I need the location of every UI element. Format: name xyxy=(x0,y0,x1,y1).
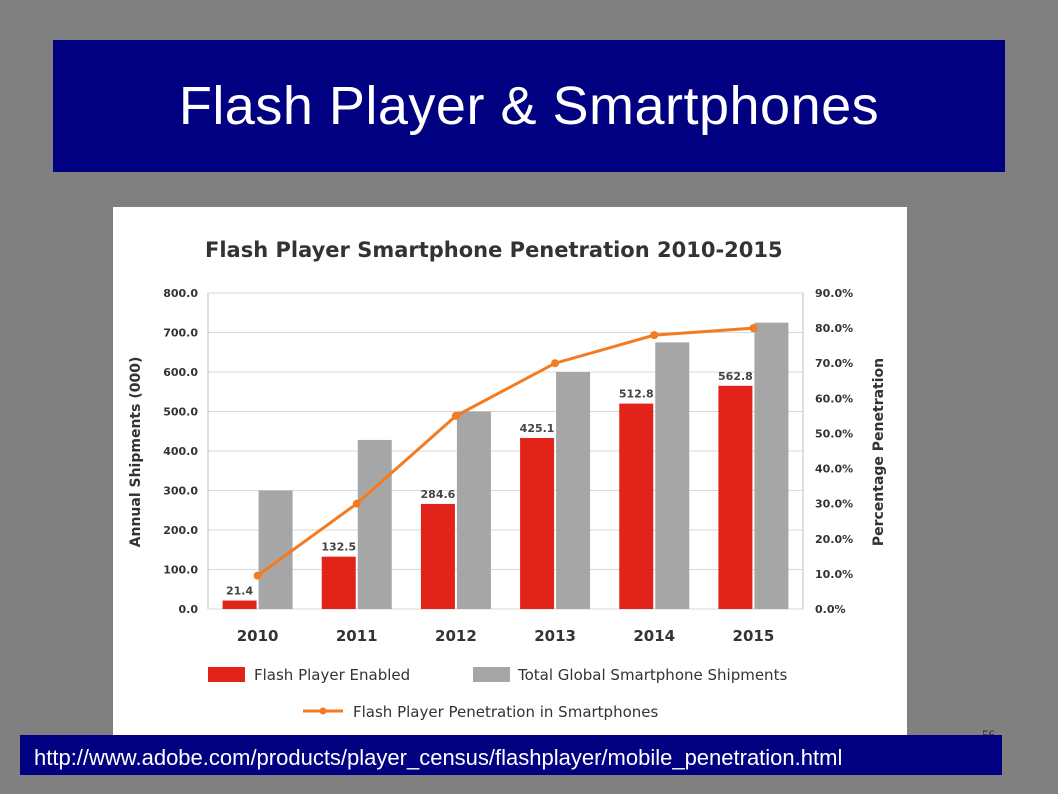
y2-tick-label: 30.0% xyxy=(815,498,853,511)
bar-flash-enabled xyxy=(321,556,356,609)
chart-svg: Flash Player Smartphone Penetration 2010… xyxy=(128,238,887,721)
bar-data-label: 284.6 xyxy=(421,488,456,501)
bars xyxy=(222,322,789,609)
bar-total-shipments xyxy=(655,342,690,609)
bar-data-label: 425.1 xyxy=(520,422,555,435)
penetration-marker xyxy=(253,571,262,580)
x-tick-label: 2010 xyxy=(237,627,279,645)
y2-tick-label: 0.0% xyxy=(815,603,846,616)
legend-label-penetration: Flash Player Penetration in Smartphones xyxy=(353,703,658,721)
legend: Flash Player Enabled Total Global Smartp… xyxy=(208,666,787,721)
y2-axis-label: Percentage Penetration xyxy=(871,358,887,546)
title-banner: Flash Player & Smartphones xyxy=(53,40,1005,172)
x-tick-label: 2013 xyxy=(534,627,576,645)
y2-tick-label: 20.0% xyxy=(815,533,853,546)
url-box xyxy=(20,735,1002,775)
source-url[interactable]: http://www.adobe.com/products/player_cen… xyxy=(34,745,843,770)
y-tick-label: 300.0 xyxy=(163,485,198,498)
penetration-marker xyxy=(650,331,659,340)
legend-swatch-flash-enabled xyxy=(208,667,245,682)
legend-marker-penetration xyxy=(319,707,327,715)
bar-data-label: 512.8 xyxy=(619,388,654,401)
y-tick-label: 700.0 xyxy=(163,327,198,340)
bar-total-shipments xyxy=(556,372,591,609)
penetration-marker xyxy=(352,499,361,508)
bar-total-shipments xyxy=(258,490,293,609)
bar-data-labels: 21.4 132.5 284.6 425.1 512.8 562.8 xyxy=(226,370,753,598)
penetration-line-group xyxy=(253,324,758,580)
y-tick-label: 0.0 xyxy=(179,603,199,616)
x-tick-label: 2011 xyxy=(336,627,378,645)
penetration-marker xyxy=(749,324,758,333)
y-tick-label: 500.0 xyxy=(163,406,198,419)
bar-flash-enabled xyxy=(520,437,555,609)
x-axis-ticks: 2010 2011 2012 2013 2014 2015 xyxy=(237,627,775,645)
chart-panel: Flash Player Smartphone Penetration 2010… xyxy=(113,207,907,740)
y-tick-label: 600.0 xyxy=(163,366,198,379)
penetration-marker xyxy=(451,411,460,420)
y2-tick-label: 40.0% xyxy=(815,463,853,476)
chart-title: Flash Player Smartphone Penetration 2010… xyxy=(205,238,783,262)
y-tick-label: 800.0 xyxy=(163,287,198,300)
y-tick-label: 400.0 xyxy=(163,445,198,458)
y2-tick-label: 70.0% xyxy=(815,357,853,370)
grid-lines xyxy=(207,292,804,610)
y2-tick-label: 90.0% xyxy=(815,287,853,300)
y2-tick-label: 10.0% xyxy=(815,568,853,581)
y-axis-ticks: 800.0 700.0 600.0 500.0 400.0 300.0 200.0 100.0… xyxy=(163,287,198,616)
y2-tick-label: 50.0% xyxy=(815,427,853,440)
bar-data-label: 132.5 xyxy=(321,541,356,554)
y-tick-label: 200.0 xyxy=(163,524,198,537)
legend-label-total-shipments: Total Global Smartphone Shipments xyxy=(517,666,787,684)
bar-flash-enabled xyxy=(619,403,654,609)
bar-flash-enabled xyxy=(718,385,753,609)
y-tick-label: 100.0 xyxy=(163,564,198,577)
slide-title: Flash Player & Smartphones xyxy=(178,76,880,136)
legend-label-flash-enabled: Flash Player Enabled xyxy=(254,666,410,684)
x-tick-label: 2012 xyxy=(435,627,477,645)
penetration-marker xyxy=(551,359,560,368)
bar-total-shipments xyxy=(357,439,392,609)
bar-total-shipments xyxy=(754,322,789,609)
x-tick-label: 2014 xyxy=(633,627,675,645)
x-tick-label: 2015 xyxy=(733,627,775,645)
bar-flash-enabled xyxy=(222,600,257,609)
y2-tick-label: 80.0% xyxy=(815,322,853,335)
y2-tick-label: 60.0% xyxy=(815,392,853,405)
bar-flash-enabled xyxy=(420,503,455,609)
legend-swatch-total-shipments xyxy=(473,667,510,682)
penetration-line xyxy=(256,326,754,577)
y2-axis-ticks: 90.0% 80.0% 70.0% 60.0% 50.0% 40.0% 30.0% 20.0%… xyxy=(815,287,853,616)
y-axis-label: Annual Shipments (000) xyxy=(128,357,144,548)
bar-total-shipments xyxy=(456,411,491,609)
bar-data-label: 562.8 xyxy=(718,370,753,383)
bar-data-label: 21.4 xyxy=(226,585,253,598)
